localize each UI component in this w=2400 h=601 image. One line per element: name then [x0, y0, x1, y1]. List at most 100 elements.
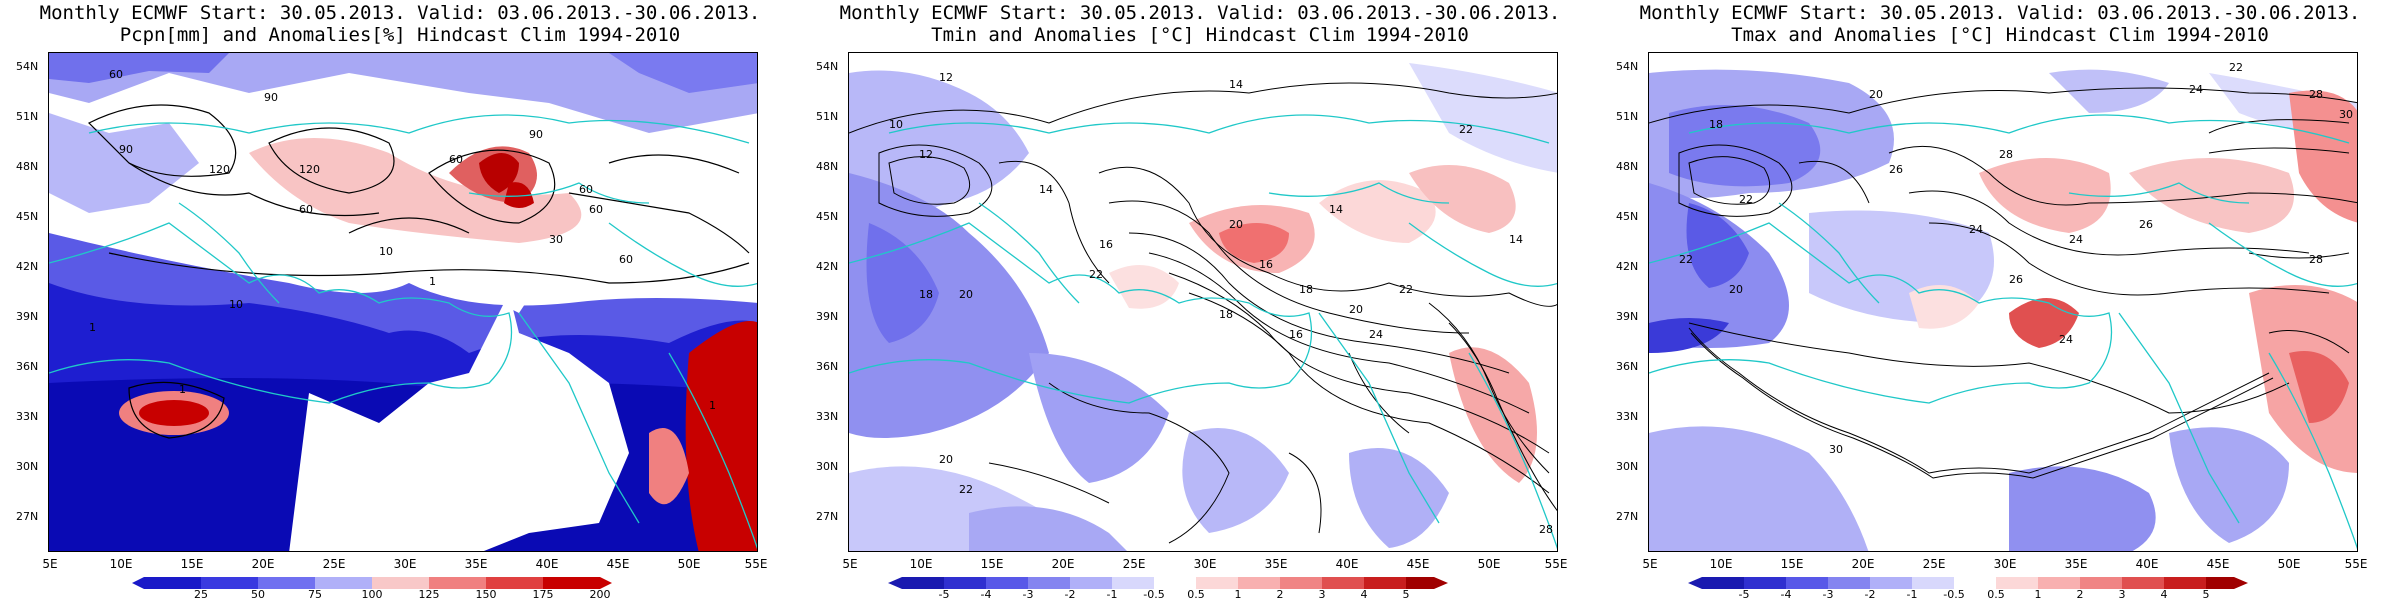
colorbar-tick: 150 [475, 588, 497, 601]
colorbar-segment [1070, 577, 1112, 589]
colorbar-segment [1028, 577, 1070, 589]
colorbar-segment [1828, 577, 1870, 589]
lon-label: 55E [744, 557, 768, 571]
colorbar-segment [1406, 577, 1434, 589]
lon-label: 35E [1264, 557, 1288, 571]
svg-text:20: 20 [959, 288, 973, 301]
lon-label: 20E [1051, 557, 1075, 571]
colorbar-tick: 175 [532, 588, 554, 601]
svg-text:28: 28 [2309, 88, 2323, 101]
panel-subtitle: Tmin and Anomalies [°C] Hindcast Clim 19… [931, 24, 1469, 46]
colorbar-tick: -5 [1738, 588, 1750, 601]
lat-label: 36N [16, 360, 39, 373]
colorbar-segment [1786, 577, 1828, 589]
lon-label: 5E [1642, 557, 1658, 571]
colorbar-tick: 100 [361, 588, 383, 601]
svg-text:20: 20 [1349, 303, 1363, 316]
svg-text:1: 1 [429, 275, 436, 288]
svg-text:20: 20 [1229, 218, 1243, 231]
lat-label: 51N [16, 110, 39, 123]
colorbar-tick: -5 [938, 588, 950, 601]
panel-subtitle: Tmax and Anomalies [°C] Hindcast Clim 19… [1731, 24, 2269, 46]
lat-label: 54N [1616, 60, 1639, 73]
lon-label: 40E [1335, 557, 1359, 571]
precip-map-field: 60 90 120 90 120 60 60 90 60 30 60 10 10… [49, 53, 757, 551]
tmin-map: 12 14 10 12 14 16 18 20 22 20 14 16 18 2… [848, 52, 1558, 552]
colorbar-tick: 5 [1402, 588, 1410, 601]
panel-title: Monthly ECMWF Start: 30.05.2013. Valid: … [1639, 2, 2361, 24]
lon-label: 50E [2277, 557, 2301, 571]
colorbar-segment [1870, 577, 1912, 589]
panel-title: Monthly ECMWF Start: 30.05.2013. Valid: … [839, 2, 1561, 24]
svg-text:20: 20 [1729, 283, 1743, 296]
lon-label: 30E [1993, 557, 2017, 571]
svg-text:120: 120 [209, 163, 230, 176]
contour-labels: 60 90 120 90 120 60 60 90 60 30 60 10 10… [89, 68, 716, 412]
colorbar-tick: -1 [1906, 588, 1918, 601]
lon-label: 20E [251, 557, 275, 571]
colorbar-tick: -4 [1780, 588, 1792, 601]
contour-labels: 12 14 10 12 14 16 18 20 22 20 14 16 18 2… [889, 71, 1553, 536]
svg-text:18: 18 [919, 288, 933, 301]
svg-text:60: 60 [619, 253, 633, 266]
svg-text:18: 18 [1299, 283, 1313, 296]
colorbar-tick: -3 [1822, 588, 1834, 601]
lat-label: 48N [1616, 160, 1639, 173]
svg-text:24: 24 [2069, 233, 2083, 246]
svg-text:22: 22 [1739, 193, 1753, 206]
colorbar-segment [1196, 577, 1238, 589]
svg-text:22: 22 [1399, 283, 1413, 296]
colorbar-tick: 0.5 [1187, 588, 1205, 601]
colorbar-segment [2122, 577, 2164, 589]
colorbar-segment [1280, 577, 1322, 589]
lat-label: 45N [816, 210, 839, 223]
lon-label: 25E [322, 557, 346, 571]
lat-label: 36N [816, 360, 839, 373]
colorbar-segment [1322, 577, 1364, 589]
lat-label: 33N [16, 410, 39, 423]
lat-label: 30N [16, 460, 39, 473]
lon-label: 45E [1406, 557, 1430, 571]
lat-label: 39N [1616, 310, 1639, 323]
svg-text:12: 12 [939, 71, 953, 84]
svg-text:18: 18 [1219, 308, 1233, 321]
panel-title: Monthly ECMWF Start: 30.05.2013. Valid: … [39, 2, 761, 24]
lon-label: 45E [606, 557, 630, 571]
colorbar-segment [429, 577, 486, 589]
lon-label: 40E [535, 557, 559, 571]
svg-text:10: 10 [229, 298, 243, 311]
svg-text:12: 12 [919, 148, 933, 161]
colorbar-segment [944, 577, 986, 589]
lon-label: 30E [393, 557, 417, 571]
svg-text:26: 26 [1889, 163, 1903, 176]
colorbar-segment [201, 577, 258, 589]
lat-label: 39N [16, 310, 39, 323]
svg-text:60: 60 [589, 203, 603, 216]
svg-text:14: 14 [1329, 203, 1343, 216]
lat-label: 45N [16, 210, 39, 223]
svg-text:20: 20 [1869, 88, 1883, 101]
lat-label: 42N [16, 260, 39, 273]
panel-subtitle: Pcpn[mm] and Anomalies[%] Hindcast Clim … [119, 24, 681, 46]
colorbar-tick: -0.5 [1943, 588, 1965, 601]
lat-label: 27N [1616, 510, 1639, 523]
lat-label: 48N [816, 160, 839, 173]
svg-text:28: 28 [1539, 523, 1553, 536]
lon-label: 20E [1851, 557, 1875, 571]
colorbar-tick: 4 [2160, 588, 2168, 601]
colorbar-tick: -4 [980, 588, 992, 601]
svg-text:30: 30 [549, 233, 563, 246]
contour-labels: 22 24 28 30 20 18 26 28 22 24 26 24 26 2… [1679, 61, 2353, 456]
colorbar-tick: 200 [589, 588, 611, 601]
svg-text:60: 60 [579, 183, 593, 196]
lon-label: 5E [42, 557, 58, 571]
svg-text:22: 22 [1679, 253, 1693, 266]
colorbar-segment [144, 577, 201, 589]
svg-text:60: 60 [449, 153, 463, 166]
colorbar-segment [543, 577, 600, 589]
colorbar-segment [902, 577, 944, 589]
lat-label: 30N [1616, 460, 1639, 473]
lat-label: 48N [16, 160, 39, 173]
lon-label: 50E [1477, 557, 1501, 571]
colorbar-tick: 1 [2034, 588, 2042, 601]
